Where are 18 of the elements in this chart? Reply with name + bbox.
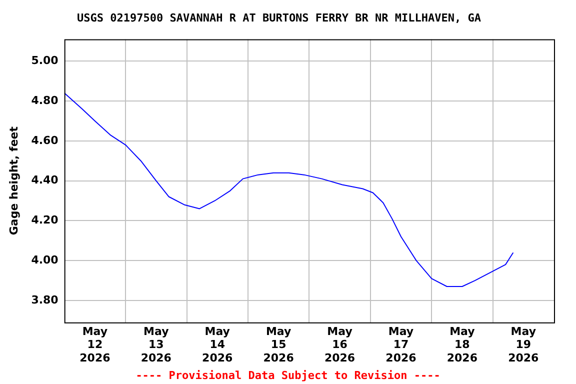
y-axis-title: Gage height, feet [7,126,20,236]
x-tick-label: May 17 2026 [386,324,417,364]
x-tick-label: May 13 2026 [140,324,172,364]
x-tick-label: May 12 2026 [80,324,111,364]
y-tick-label: 3.80 [31,293,59,306]
text: ---- Provisional Data Subject to Revision ---- [136,369,440,382]
y-tick-label: 4.80 [31,94,59,107]
x-tick-label: May 19 2026 [508,324,540,364]
x-tick-label: May 16 2026 [324,324,356,364]
chart-title: USGS 02197500 SAVANNAH R AT BURTONS FERRY BR NR MILLHAVEN, GA [77,11,482,24]
y-tick-label: 4.60 [31,134,59,147]
y-tick-label: 4.20 [31,214,59,227]
x-tick-label: May 14 2026 [202,324,234,364]
y-tick-label: 4.00 [31,253,59,266]
y-tick-label: 4.40 [31,174,59,187]
y-tick-label: 5.00 [31,54,59,67]
x-tick-label: May 15 2026 [263,324,294,364]
x-tick-label: May 18 2026 [446,324,478,364]
